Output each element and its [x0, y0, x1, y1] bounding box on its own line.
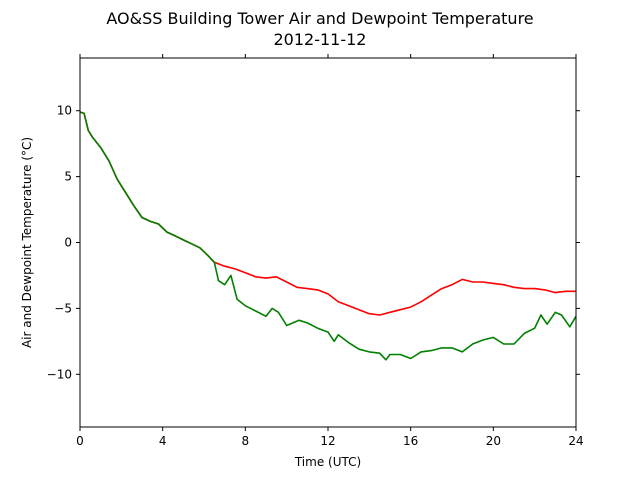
x-tick-label-6: 24: [568, 434, 583, 448]
series-line-0: [79, 111, 576, 316]
x-tick-label-1: 4: [159, 434, 167, 448]
y-axis-label: Air and Dewpoint Temperature (°C): [20, 137, 34, 348]
series-layer: [79, 111, 577, 361]
x-axis-label: Time (UTC): [294, 455, 361, 469]
y-tick-label-4: 10: [57, 104, 72, 118]
ticks-layer: 0 4 8 12 16 20 24 −10 −5 0 5 10: [47, 54, 584, 448]
x-tick-label-5: 20: [486, 434, 501, 448]
series-line-1: [79, 111, 577, 361]
x-tick-label-2: 8: [242, 434, 250, 448]
y-tick-label-2: 0: [64, 236, 72, 250]
y-tick-label-1: −5: [54, 301, 72, 315]
x-tick-label-0: 0: [76, 434, 84, 448]
x-tick-label-3: 12: [320, 434, 335, 448]
chart-subtitle: 2012-11-12: [274, 30, 367, 49]
y-tick-label-0: −10: [47, 367, 72, 381]
x-tick-label-4: 16: [403, 434, 418, 448]
y-tick-label-3: 5: [64, 170, 72, 184]
chart-title: AO&SS Building Tower Air and Dewpoint Te…: [106, 9, 533, 28]
plot-frame: [79, 57, 577, 428]
